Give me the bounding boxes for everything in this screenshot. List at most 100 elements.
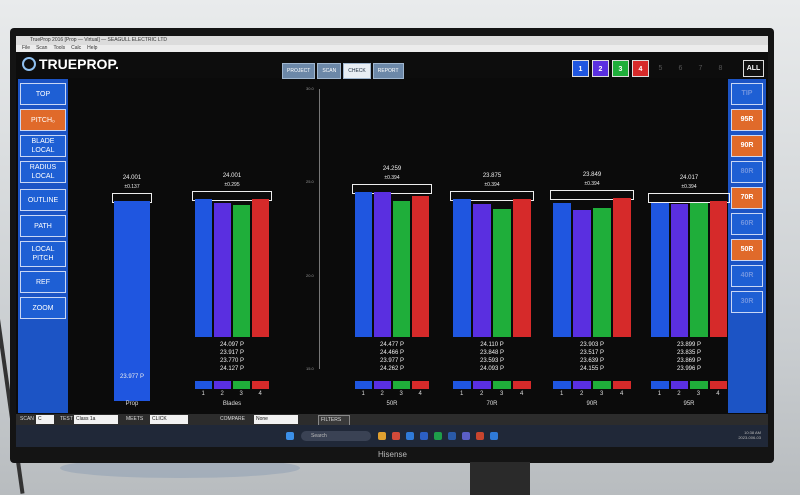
bar-95r-3[interactable] [690, 203, 708, 337]
scan-select[interactable]: C [36, 415, 54, 424]
menu-bar: File Scan Tools Calc Help [16, 45, 768, 52]
pitch-values: 24.097 P 23.917 P 23.770 P 24.127 P [194, 341, 270, 373]
bar-blades-1[interactable] [195, 199, 212, 337]
radius-button-60r[interactable]: 60R [731, 213, 763, 235]
group-mean-value: 24.001 [222, 172, 242, 179]
meets-field[interactable]: CLICK [150, 415, 188, 424]
bar-70r-2[interactable] [473, 203, 491, 337]
left-menu-ref[interactable]: REF [20, 271, 66, 293]
bar-50r-2[interactable] [374, 192, 391, 337]
file-explorer-icon[interactable] [378, 432, 386, 440]
bar-95r-2[interactable] [670, 204, 688, 337]
bar-90r-3[interactable] [593, 207, 611, 337]
tab-check[interactable]: CHECK [343, 63, 371, 79]
blade-button-1[interactable]: 1 [572, 60, 589, 77]
window-title: TrueProp 2016 [Prop — Virtual] — SEAGULL… [16, 36, 768, 45]
tab-report[interactable]: REPORT [372, 63, 404, 79]
powerpoint-icon[interactable] [476, 432, 484, 440]
logo-text: TRUEPROP. [39, 56, 119, 72]
pitch-values: 23.977 P [114, 373, 150, 381]
x-tick-label: 2 [580, 391, 584, 397]
mini-bar [613, 381, 631, 389]
bar-50r-4[interactable] [412, 196, 429, 337]
menu-item[interactable]: Tools [53, 45, 66, 51]
radius-button-40r[interactable]: 40R [731, 265, 763, 287]
bar-70r-3[interactable] [493, 208, 511, 337]
left-menu-local-pitch[interactable]: LOCAL PITCH [20, 241, 66, 267]
outlook-icon[interactable] [420, 432, 428, 440]
bar-blades-4[interactable] [252, 198, 269, 337]
left-menu-blade-local[interactable]: BLADE LOCAL [20, 135, 66, 157]
left-menu-radius-local[interactable]: RADIUS LOCAL [20, 161, 66, 183]
pitch-value: 23.996 P [676, 366, 702, 372]
left-menu-outline[interactable]: OUTLINE [20, 189, 66, 211]
blade-button-4[interactable]: 4 [632, 60, 649, 77]
bar-95r-1[interactable] [651, 202, 669, 337]
pitch-values: 23.903 P 23.517 P 23.639 P 24.155 P [552, 341, 632, 373]
bar-50r-1[interactable] [355, 192, 372, 337]
blade-button-2[interactable]: 2 [592, 60, 609, 77]
radius-button-70r[interactable]: 70R [731, 187, 763, 209]
word-icon[interactable] [448, 432, 456, 440]
x-tick-label: 2 [380, 391, 384, 397]
left-menu: TOP PITCH₀ BLADE LOCAL RADIUS LOCAL OUTLINE P… [18, 79, 68, 413]
bar-blades-2[interactable] [214, 202, 231, 337]
left-menu-top[interactable]: TOP [20, 83, 66, 105]
x-tick-label: 3 [500, 391, 504, 397]
bar-90r-1[interactable] [553, 202, 571, 337]
y-tick-label: 20.0 [306, 272, 314, 278]
test-label: TEST [60, 416, 73, 422]
taskbar-search[interactable]: Search [301, 431, 371, 441]
mini-bar [493, 381, 511, 389]
test-select[interactable]: Class 1a [74, 415, 118, 424]
radius-button-95r[interactable]: 95R [731, 109, 763, 131]
x-tick-label: 1 [560, 391, 564, 397]
compare-label: COMPARE [220, 416, 245, 422]
menu-item[interactable]: Scan [36, 45, 48, 51]
excel-icon[interactable] [434, 432, 442, 440]
menu-item[interactable]: Calc [71, 45, 82, 51]
blade-button-5-disabled: 5 [658, 65, 663, 72]
group-label: Prop [125, 401, 139, 407]
bar-70r-4[interactable] [513, 199, 531, 337]
radius-button-90r[interactable]: 90R [731, 135, 763, 157]
pitch-value: 24.155 P [579, 366, 605, 372]
left-menu-path[interactable]: PATH [20, 215, 66, 237]
browser-icon[interactable] [490, 432, 498, 440]
bar-95r-4[interactable] [709, 201, 727, 337]
mini-bar [690, 381, 708, 389]
teams-icon[interactable] [462, 432, 470, 440]
all-blades-button[interactable]: ALL [743, 60, 764, 77]
bar-90r-2[interactable] [573, 210, 591, 337]
bar-prop-1[interactable] [114, 201, 150, 401]
pitch-value: 23.848 P [479, 350, 505, 356]
bar-50r-3[interactable] [393, 201, 410, 337]
bar-blades-3[interactable] [233, 205, 250, 337]
menu-item[interactable]: File [22, 45, 31, 51]
radius-button-50r[interactable]: 50R [731, 239, 763, 261]
bar-90r-4[interactable] [613, 198, 631, 337]
bar-70r-1[interactable] [453, 198, 471, 337]
mail-icon[interactable] [406, 432, 414, 440]
blade-button-3[interactable]: 3 [612, 60, 629, 77]
left-menu-pitch-[interactable]: PITCH₀ [20, 109, 66, 131]
radius-button-30r[interactable]: 30R [731, 291, 763, 313]
compare-select[interactable]: None [254, 415, 298, 424]
x-tick-label: 4 [520, 391, 524, 397]
left-menu-zoom[interactable]: ZOOM [20, 297, 66, 319]
tab-scan[interactable]: SCAN [317, 63, 342, 79]
tolerance-box [352, 184, 432, 195]
group-mean-value: 24.259 [382, 166, 402, 173]
group-mean-value: 24.001 [122, 175, 142, 182]
x-tick-label: 3 [696, 391, 701, 397]
pitch-value: 23.903 P [579, 342, 605, 348]
group-mean-value: 23.875 [482, 172, 502, 179]
tab-project[interactable]: PROJECT [282, 63, 316, 79]
trueprop-logo: TRUEPROP. [22, 56, 119, 72]
radius-button-80r[interactable]: 80R [731, 161, 763, 183]
radius-button-tip[interactable]: TIP [731, 83, 763, 105]
menu-item[interactable]: Help [87, 45, 98, 51]
windows-start-icon[interactable] [286, 432, 294, 440]
app-icon[interactable] [392, 432, 400, 440]
pitch-value: 23.917 P [219, 350, 245, 356]
